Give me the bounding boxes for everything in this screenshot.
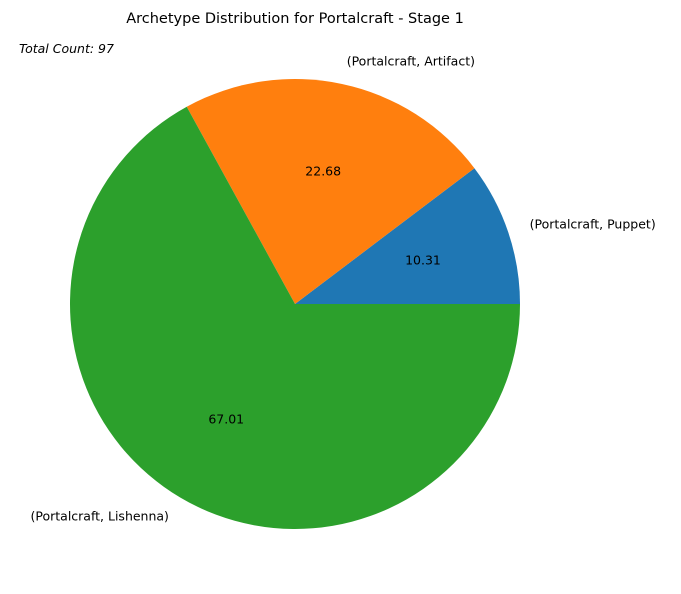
slice-value-label: 67.01 xyxy=(208,412,244,427)
slice-category-label: (Portalcraft, Artifact) xyxy=(347,53,475,68)
chart-title: Archetype Distribution for Portalcraft -… xyxy=(126,11,464,27)
slice-category-label: (Portalcraft, Puppet) xyxy=(530,217,656,232)
pie-slice xyxy=(186,79,475,304)
pie-labels: (Portalcraft, Puppet) 10.31 (Portalcraft, … xyxy=(31,53,656,523)
pie-slice xyxy=(295,168,520,304)
slice-value-label: 22.68 xyxy=(305,163,341,178)
pie-slice xyxy=(70,106,520,529)
slice-category-label: (Portalcraft, Lishenna) xyxy=(31,508,169,523)
slice-value-label: 10.31 xyxy=(405,253,441,268)
pie-slices xyxy=(70,79,520,529)
total-count-annotation: Total Count: 97 xyxy=(19,41,114,56)
